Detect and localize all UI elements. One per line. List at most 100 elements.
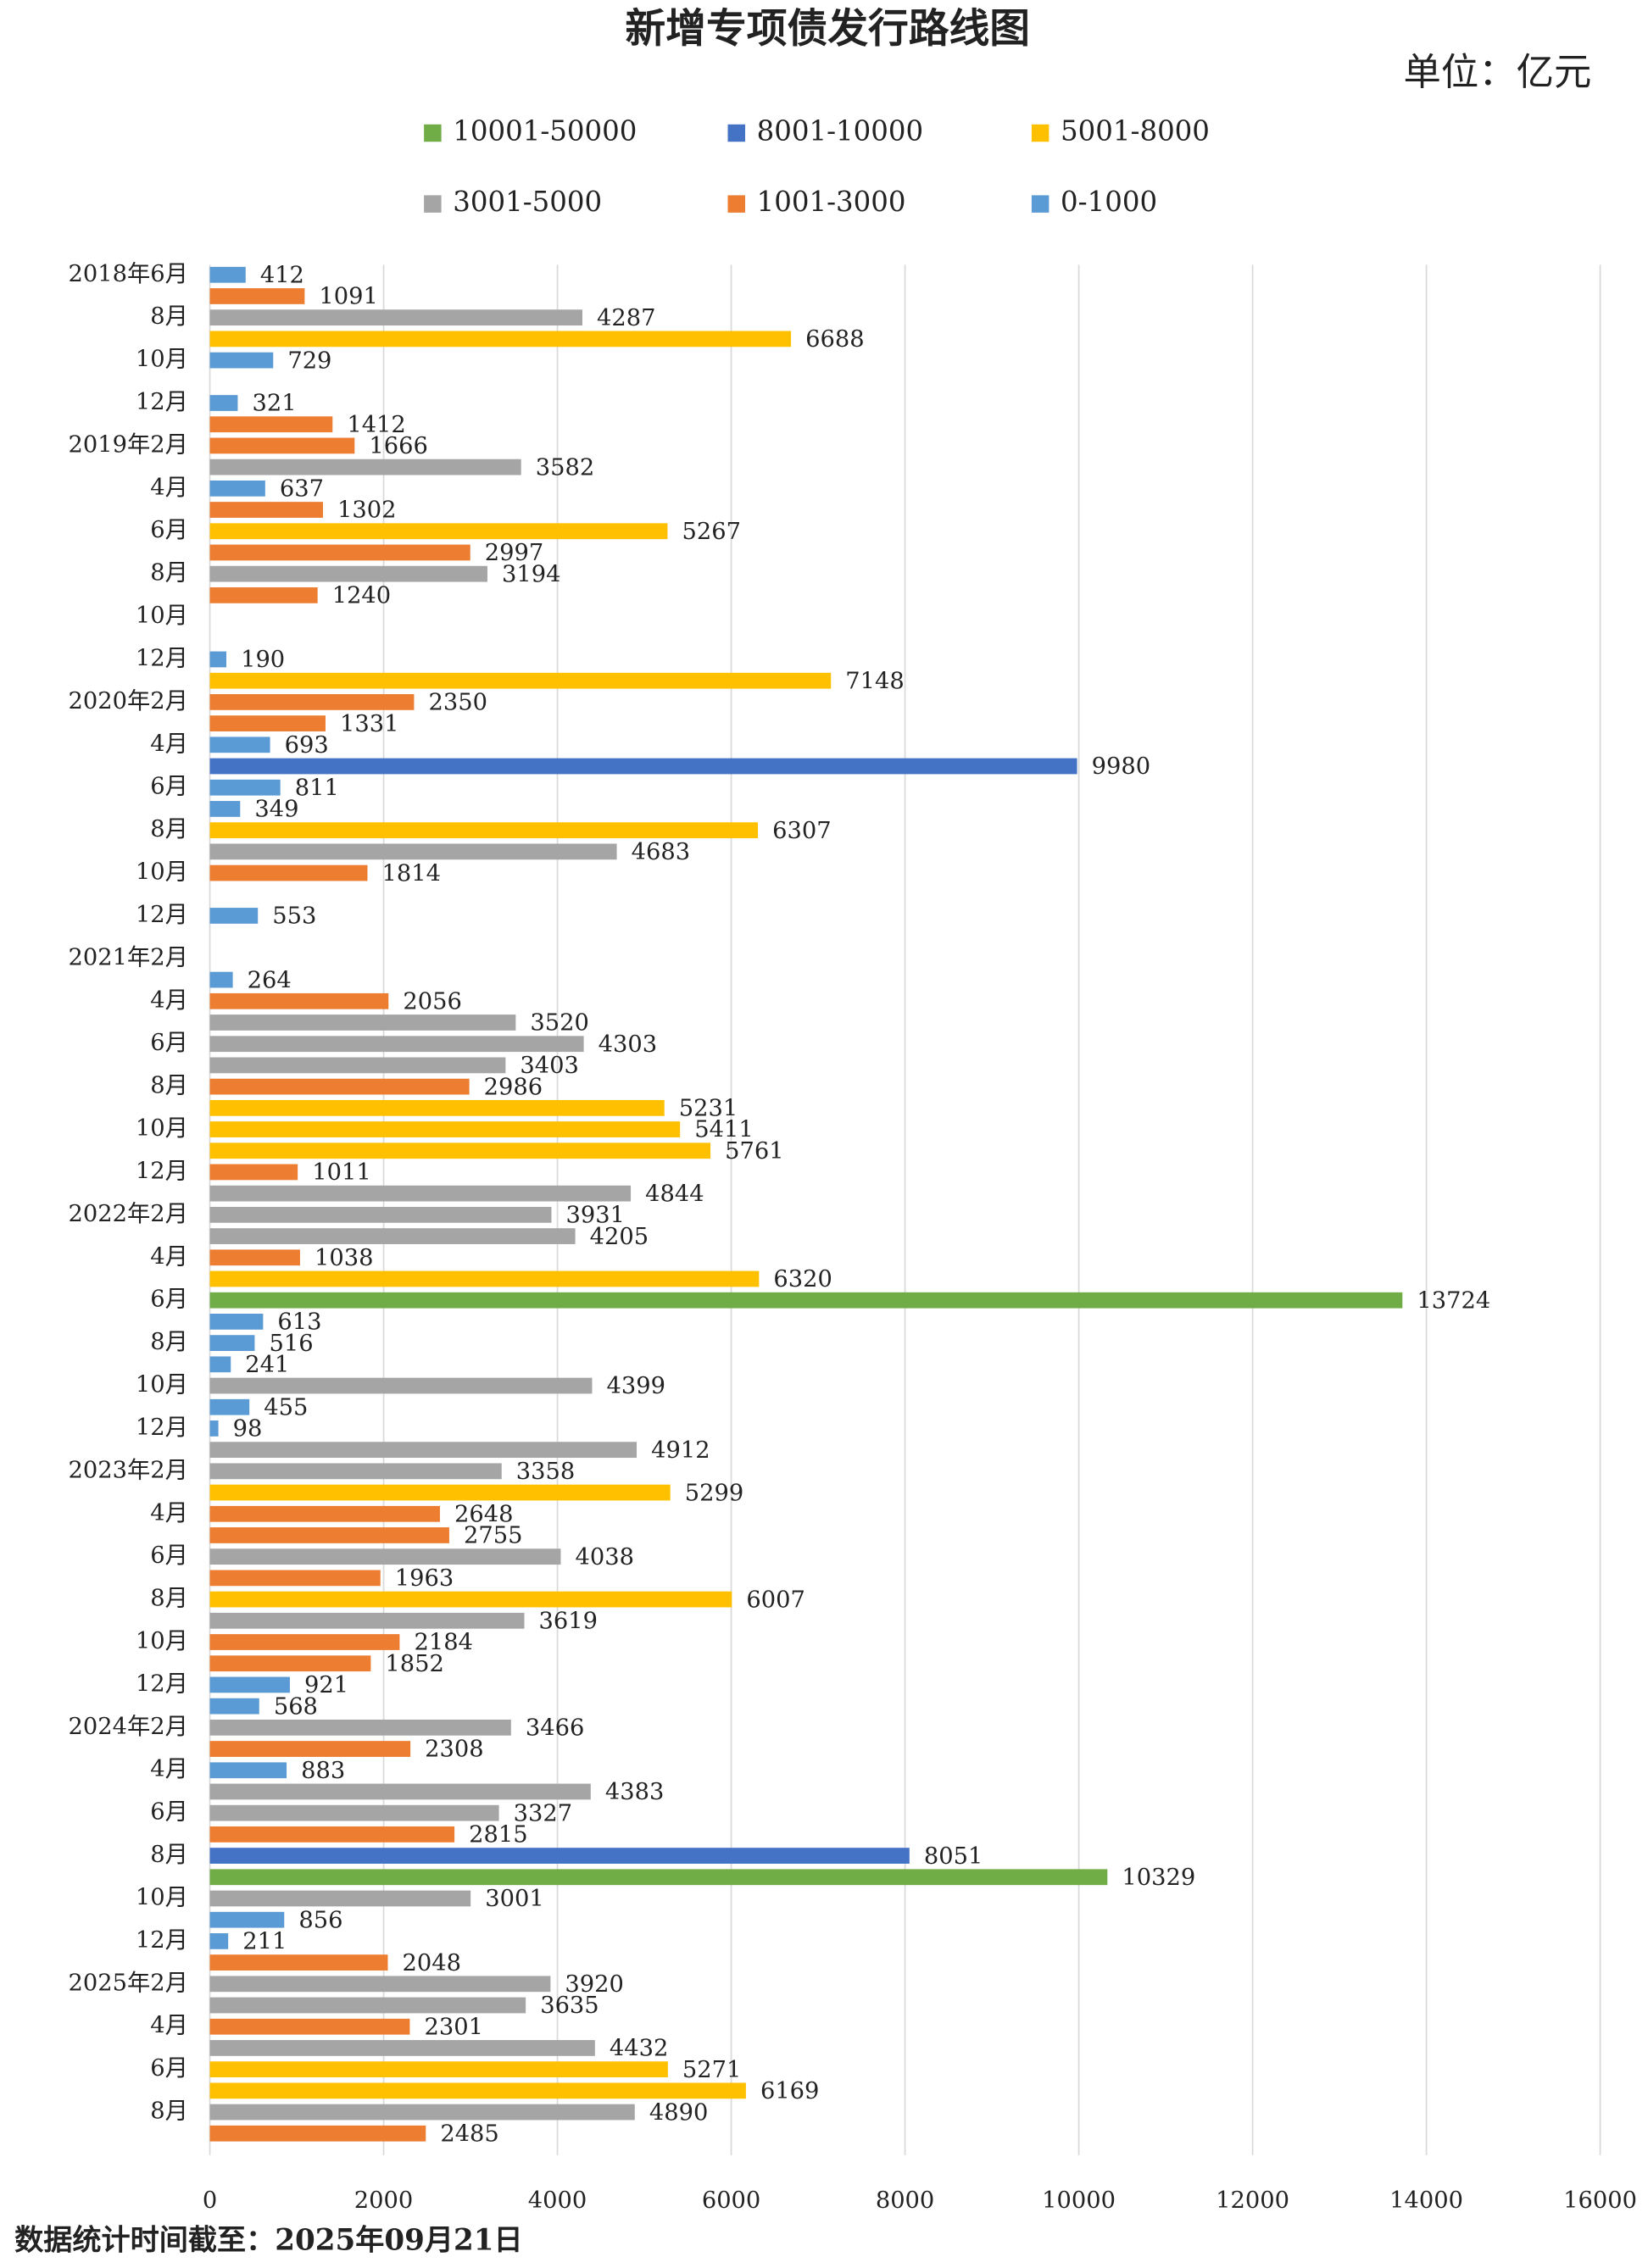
bar: [209, 1356, 231, 1373]
value-label: 455: [264, 1394, 308, 1420]
legend-swatch: [1031, 195, 1049, 213]
value-label: 3403: [520, 1053, 578, 1079]
value-label: 6007: [746, 1587, 805, 1613]
bar: [209, 1398, 250, 1415]
value-label: 13724: [1417, 1287, 1490, 1314]
value-label: 412: [260, 262, 304, 288]
bar: [209, 1036, 584, 1053]
y-tick-label: 4月: [150, 1500, 188, 1526]
value-label: 2056: [403, 989, 461, 1015]
x-tick-label: 12000: [1216, 2187, 1289, 2214]
value-label: 5271: [682, 2057, 741, 2083]
value-label: 6320: [773, 1266, 832, 1292]
y-tick-label: 12月: [136, 1670, 188, 1697]
y-tick-label: 8月: [150, 560, 188, 586]
bar: [209, 1014, 516, 1031]
value-label: 693: [285, 732, 329, 759]
y-tick-label: 8月: [150, 1073, 188, 1099]
value-label: 4844: [645, 1181, 704, 1207]
footnote: 数据统计时间截至：2025年09月21日: [14, 2223, 522, 2257]
bar: [209, 672, 832, 689]
bar: [209, 1655, 371, 1672]
bar: [209, 1869, 1108, 1886]
bar: [209, 1997, 526, 2014]
y-tick-label: 4月: [150, 1243, 188, 1270]
value-label: 264: [248, 967, 292, 993]
x-tick-label: 2000: [354, 2187, 413, 2214]
y-tick-label: 4月: [150, 2013, 188, 2039]
value-label: 4303: [599, 1031, 657, 1058]
bar: [209, 1612, 525, 1629]
x-tick-label: 6000: [702, 2187, 760, 2214]
bar: [209, 416, 333, 433]
bar: [209, 352, 274, 369]
bar: [209, 2040, 595, 2056]
value-label: 2997: [485, 540, 543, 566]
value-label: 2485: [440, 2121, 498, 2147]
y-tick-label: 4月: [150, 475, 188, 501]
value-label: 1412: [347, 412, 405, 438]
bar: [209, 502, 323, 518]
bar: [209, 1591, 732, 1608]
value-label: 321: [253, 391, 297, 417]
value-label: 3327: [514, 1800, 572, 1826]
bar: [209, 864, 368, 881]
legend-swatch: [424, 195, 442, 213]
bar: [209, 1527, 449, 1543]
value-label: 4287: [597, 305, 655, 331]
value-label: 3920: [565, 1971, 623, 1998]
bar: [209, 1099, 665, 1116]
legend-label: 0-1000: [1061, 186, 1157, 218]
bar: [209, 843, 617, 860]
value-label: 10329: [1122, 1865, 1195, 1891]
bar: [209, 1142, 711, 1159]
value-label: 3582: [536, 454, 594, 481]
y-tick-label: 4月: [150, 731, 188, 757]
bar: [209, 758, 1077, 775]
y-tick-label: 8月: [150, 1329, 188, 1355]
bar: [209, 1741, 411, 1757]
value-label: 4038: [576, 1544, 634, 1570]
bar: [209, 715, 326, 731]
bar: [209, 544, 470, 561]
y-tick-label: 8月: [150, 2098, 188, 2125]
value-label: 7148: [845, 668, 904, 694]
value-label: 2350: [428, 690, 487, 716]
value-label: 613: [277, 1309, 321, 1336]
y-tick-label: 10月: [136, 347, 188, 373]
y-tick-label: 10月: [136, 1884, 188, 1910]
value-label: 921: [304, 1672, 348, 1698]
bar: [209, 1164, 298, 1181]
value-label: 6169: [760, 2078, 819, 2104]
value-label: 3194: [502, 561, 560, 587]
bar: [209, 395, 238, 411]
bar: [209, 1890, 471, 1907]
bar: [209, 779, 281, 796]
bar: [209, 1505, 440, 1522]
bar: [209, 1848, 910, 1864]
bar: [209, 801, 241, 817]
value-label: 98: [233, 1416, 263, 1443]
value-label: 2815: [469, 1822, 527, 1848]
y-tick-label: 2019年2月: [68, 431, 187, 458]
y-tick-label: 10月: [136, 1372, 188, 1398]
legend-label: 8001-10000: [757, 115, 924, 147]
y-tick-label: 12月: [136, 645, 188, 671]
value-label: 1240: [332, 583, 391, 609]
value-label: 1963: [395, 1565, 454, 1592]
value-label: 211: [242, 1929, 287, 1955]
legend-label: 3001-5000: [453, 186, 602, 218]
value-label: 6688: [805, 326, 864, 353]
y-tick-label: 12月: [136, 389, 188, 415]
value-label: 4890: [649, 2099, 708, 2126]
bar: [209, 309, 582, 326]
legend-swatch: [1031, 124, 1049, 142]
x-tick-label: 8000: [876, 2187, 934, 2214]
value-label: 5231: [679, 1096, 738, 1122]
bar: [209, 1377, 593, 1394]
legend-swatch: [727, 195, 745, 213]
y-tick-label: 8月: [150, 816, 188, 842]
bar: [209, 565, 487, 582]
y-tick-label: 12月: [136, 1927, 188, 1954]
